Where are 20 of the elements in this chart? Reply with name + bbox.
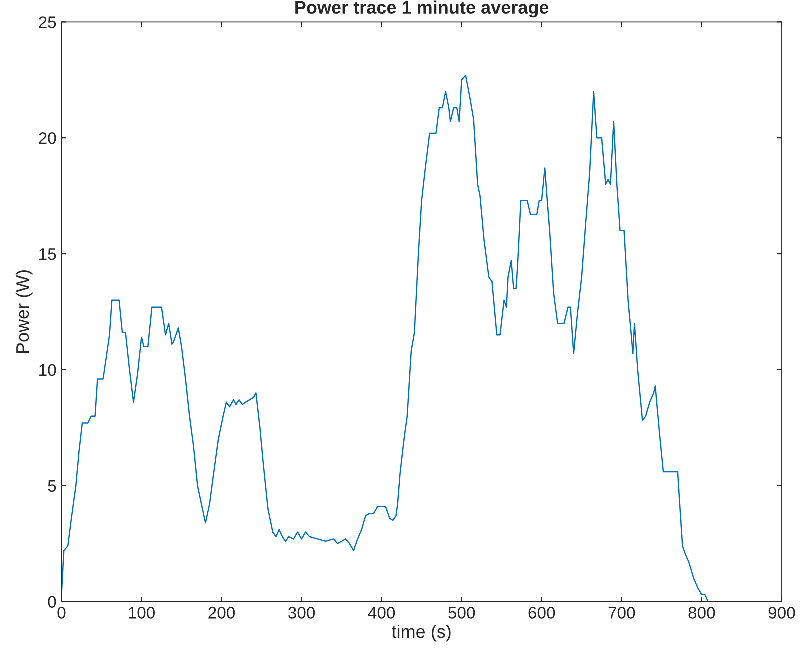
y-axis-title: Power (W) <box>16 270 33 354</box>
y-tick-label: 10 <box>40 364 56 376</box>
x-tick-label: 600 <box>528 607 556 619</box>
x-tick-label: 900 <box>768 607 796 619</box>
y-tick-label: 5 <box>48 480 56 492</box>
y-tick-label: 15 <box>40 248 56 260</box>
x-tick-label: 800 <box>688 607 716 619</box>
x-tick-label: 300 <box>288 607 316 619</box>
x-tick-label: 0 <box>58 607 66 619</box>
y-tick-label: 0 <box>48 596 56 608</box>
x-tick-label: 500 <box>448 607 476 619</box>
x-tick-label: 400 <box>368 607 396 619</box>
x-tick-label: 200 <box>208 607 236 619</box>
chart-title: Power trace 1 minute average <box>296 0 549 18</box>
line-series <box>62 74 709 602</box>
y-tick-label: 25 <box>39 16 56 28</box>
x-tick-label: 700 <box>608 607 636 619</box>
x-tick-label: 100 <box>129 607 155 619</box>
x-axis-title: time (s) <box>392 624 451 642</box>
y-tick-label: 20 <box>39 132 56 144</box>
